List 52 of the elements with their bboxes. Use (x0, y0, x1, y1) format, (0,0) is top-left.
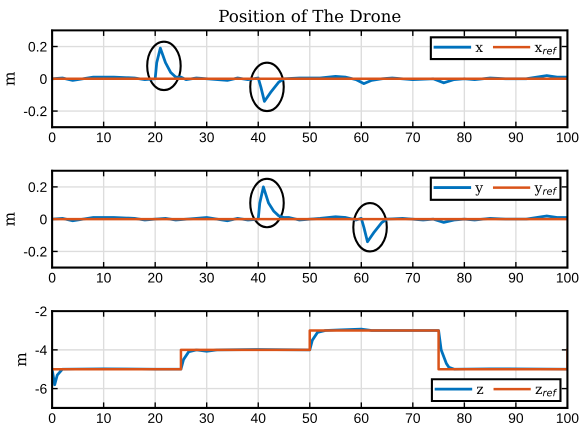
y-tick-label: -2 (36, 306, 47, 316)
y-tick-label: 0.2 (28, 182, 47, 192)
x-tick-label: 30 (200, 272, 214, 283)
x-tick-label: 0 (48, 132, 56, 142)
x-tick-label: 30 (200, 132, 214, 142)
x-tick-label: 70 (406, 272, 420, 283)
x-tick-label: 80 (457, 413, 472, 424)
x-tick-label: 60 (354, 132, 368, 142)
x-tick-label: 90 (508, 413, 524, 424)
y-tick-label: 0 (40, 214, 47, 224)
legend-label: z (476, 386, 484, 394)
x-tick-label: 90 (508, 132, 524, 142)
y-axis-title: m (6, 72, 15, 86)
x-tick-label: 20 (148, 413, 162, 424)
x-tick-label: 20 (148, 132, 162, 142)
x-tick-label: 70 (406, 413, 420, 424)
x-tick-label: 10 (96, 413, 111, 424)
y-axis-title: m (6, 212, 15, 226)
x-tick-label: 100 (556, 132, 578, 142)
x-tick-label: 30 (200, 413, 214, 424)
x-tick-label: 40 (250, 413, 266, 424)
x-tick-label: 10 (96, 132, 111, 142)
legend-label: z$_{ref}$ (536, 386, 558, 396)
x-tick-label: 70 (406, 132, 420, 142)
chart-title: Position of The Drone (219, 9, 400, 22)
x-tick-label: 0 (48, 413, 56, 424)
legend-label: y$_{ref}$ (534, 185, 558, 196)
y-tick-label: -6 (36, 384, 47, 394)
x-tick-label: 10 (96, 272, 111, 283)
y-axis-title: m (18, 352, 26, 366)
legend-label: x (475, 44, 483, 52)
legend-label: y (475, 185, 484, 196)
x-tick-label: 50 (302, 272, 317, 283)
x-tick-label: 40 (250, 272, 266, 283)
x-tick-label: 60 (354, 272, 368, 283)
x-tick-label: 90 (508, 272, 524, 283)
x-tick-label: 20 (148, 272, 162, 283)
y-tick-label: -0.2 (24, 246, 47, 257)
y-tick-label: 0.2 (28, 42, 47, 52)
x-tick-label: 60 (354, 413, 368, 424)
x-tick-label: 100 (556, 413, 578, 424)
x-tick-label: 0 (48, 272, 56, 283)
y-tick-label: 0 (40, 74, 47, 84)
x-tick-label: 80 (457, 132, 472, 142)
x-tick-label: 40 (250, 132, 266, 142)
y-tick-label: -0.2 (24, 106, 47, 116)
legend-label: x$_{ref}$ (534, 44, 558, 54)
x-tick-label: 50 (302, 413, 317, 424)
x-tick-label: 100 (556, 272, 578, 283)
y-tick-label: -4 (36, 345, 47, 355)
x-tick-label: 50 (302, 132, 317, 142)
x-tick-label: 80 (457, 272, 472, 283)
